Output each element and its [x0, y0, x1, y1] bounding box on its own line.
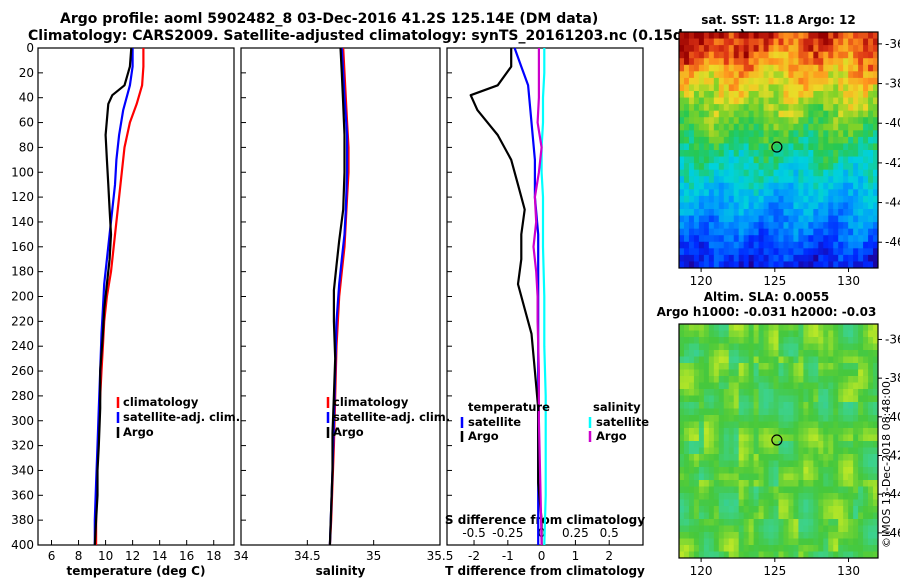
- s-difference-tick-label: -0.25: [492, 526, 523, 540]
- sla-map-lat-label: -44: [885, 487, 900, 501]
- difference-tick-label: 2: [605, 549, 613, 563]
- salinity-series-argo: [328, 47, 346, 546]
- depth-tick-label: 320: [11, 439, 34, 453]
- depth-tick-label: 280: [11, 389, 34, 403]
- salinity-tick-label: 35: [366, 549, 381, 563]
- sst-map-argo-location-marker: [771, 141, 783, 153]
- difference-series-temperature-argo: [469, 48, 543, 545]
- depth-tick-label: 340: [11, 463, 34, 477]
- title-line-1: Argo profile: aoml 5902482_8 03-Dec-2016…: [60, 11, 599, 27]
- sla-map-lat-label: -36: [885, 332, 900, 346]
- s-difference-tick-label: 0.5: [600, 526, 619, 540]
- salinity-legend-label: Argo: [333, 425, 364, 439]
- depth-tick-label: 240: [11, 339, 34, 353]
- temperature-legend-label: satellite-adj. clim.: [123, 410, 240, 424]
- difference-tick-label: 0: [538, 549, 546, 563]
- temperature-tick-label: 14: [152, 549, 167, 563]
- sst-map-lat-label: -42: [885, 156, 900, 170]
- depth-tick-label: 120: [11, 190, 34, 204]
- sla-map-lat-label: -40: [885, 410, 900, 424]
- temperature-tick-label: 18: [206, 549, 221, 563]
- temperature-series-satellite-adj-clim-: [93, 48, 134, 545]
- sla-map-lon-label: 120: [690, 564, 713, 578]
- depth-tick-label: 100: [11, 165, 34, 179]
- depth-tick-label: 200: [11, 290, 34, 304]
- s-difference-tick-label: -0.5: [462, 526, 485, 540]
- depth-tick-label: 80: [19, 140, 34, 154]
- s-difference-tick-label: 0.25: [562, 526, 589, 540]
- depth-tick-label: 60: [19, 116, 34, 130]
- depth-tick-label: 40: [19, 91, 34, 105]
- depth-tick-label: 20: [19, 66, 34, 80]
- sst-map-lat-label: -36: [885, 37, 900, 51]
- sst-map-grid: [679, 32, 879, 269]
- difference-legend-label: Argo: [468, 429, 499, 443]
- sla-map-lat-label: -46: [885, 526, 900, 540]
- sla-map-lat-label: -38: [885, 371, 900, 385]
- temperature-plot-frame: [37, 47, 235, 546]
- sla-map-lat-label: -42: [885, 449, 900, 463]
- temperature-legend-label: Argo: [123, 425, 154, 439]
- salinity-plot-frame: [240, 47, 441, 546]
- temperature-axis-label: temperature (deg C): [67, 564, 206, 578]
- imos-credit: ©IMOS 13-Dec-2018 08:48:00: [880, 381, 893, 548]
- depth-tick-label: 180: [11, 265, 34, 279]
- sla-map-grid: [679, 324, 879, 559]
- difference-series-salinity-satellite: [540, 48, 547, 546]
- salinity-legend-label: climatology: [333, 395, 409, 409]
- salinity-tick-label: 34: [233, 549, 248, 563]
- difference-legend-label: satellite: [468, 415, 521, 429]
- sla-map-lon-label: 130: [837, 564, 860, 578]
- temperature-tick-label: 6: [48, 549, 56, 563]
- sst-map-lat-label: -40: [885, 116, 900, 130]
- difference-series-temperature-satellite: [513, 47, 540, 545]
- temperature-legend-label: climatology: [123, 395, 199, 409]
- temperature-tick-label: 16: [179, 549, 194, 563]
- sst-map-lat-label: -44: [885, 196, 900, 210]
- sst-map-frame: [678, 31, 879, 269]
- sla-map-title: Altim. SLA: 0.0055: [704, 290, 830, 304]
- depth-tick-label: 400: [11, 538, 34, 552]
- title-line-2: Climatology: CARS2009. Satellite-adjuste…: [28, 28, 746, 44]
- difference-series-salinity-argo: [532, 48, 543, 546]
- sla-map-argo-location-marker: [771, 434, 783, 446]
- salinity-tick-label: 34.5: [294, 549, 321, 563]
- salinity-tick-label: 35.5: [427, 549, 454, 563]
- sla-map-subtitle: Argo h1000: -0.031 h2000: -0.03: [657, 305, 877, 319]
- difference-axis-label: T difference from climatology: [445, 564, 645, 578]
- temperature-tick-label: 12: [125, 549, 140, 563]
- depth-tick-label: 260: [11, 364, 34, 378]
- sst-map-lon-label: 130: [837, 274, 860, 288]
- depth-tick-label: 380: [11, 513, 34, 527]
- sst-map-title: sat. SST: 11.8 Argo: 12: [701, 13, 855, 27]
- legend-header-salinity: salinity: [593, 400, 641, 414]
- depth-tick-label: 360: [11, 488, 34, 502]
- depth-tick-label: 160: [11, 240, 34, 254]
- difference-tick-label: 1: [572, 549, 580, 563]
- depth-tick-label: 140: [11, 215, 34, 229]
- legend-header-temperature: temperature: [468, 400, 550, 414]
- sst-map-lon-label: 125: [763, 274, 786, 288]
- sst-map-lat-label: -38: [885, 77, 900, 91]
- temperature-tick-label: 10: [98, 549, 113, 563]
- difference-tick-label: -2: [468, 549, 480, 563]
- depth-tick-label: 220: [11, 314, 34, 328]
- difference-legend-label: Argo: [596, 429, 627, 443]
- salinity-axis-label: salinity: [316, 564, 366, 578]
- sla-map-frame: [678, 323, 879, 559]
- difference-tick-label: -1: [502, 549, 514, 563]
- depth-tick-label: 300: [11, 414, 34, 428]
- temperature-tick-label: 8: [75, 549, 83, 563]
- sla-map-lon-label: 125: [763, 564, 786, 578]
- difference-legend-label: satellite: [596, 415, 649, 429]
- sst-map-lon-label: 120: [690, 274, 713, 288]
- temperature-series-argo: [93, 47, 133, 546]
- depth-tick-label: 0: [26, 41, 34, 55]
- sst-map-lat-label: -46: [885, 235, 900, 249]
- salinity-legend-label: satellite-adj. clim.: [333, 410, 450, 424]
